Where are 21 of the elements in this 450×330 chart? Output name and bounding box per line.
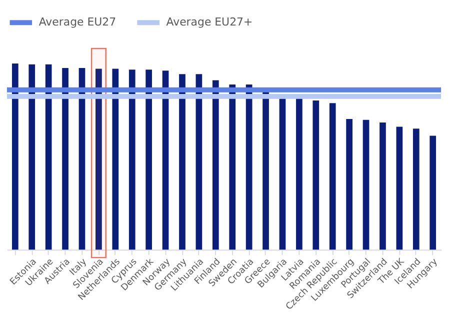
bar [346,118,352,250]
bar [296,98,302,250]
bar [279,98,286,250]
bar [396,126,403,250]
bar [212,80,219,250]
bar [28,64,36,250]
bar [112,68,119,250]
bar [229,84,236,250]
bar [412,128,420,250]
bar [62,68,68,250]
bar [312,100,320,250]
bar [380,122,386,250]
legend-label: Average EU27 [38,16,116,29]
bar [329,103,336,250]
legend-label: Average EU27+ [166,16,253,29]
bar [430,136,436,250]
bar [146,70,152,250]
bar [12,63,18,250]
bar [362,120,370,250]
bar [128,70,136,250]
bar [179,74,186,250]
